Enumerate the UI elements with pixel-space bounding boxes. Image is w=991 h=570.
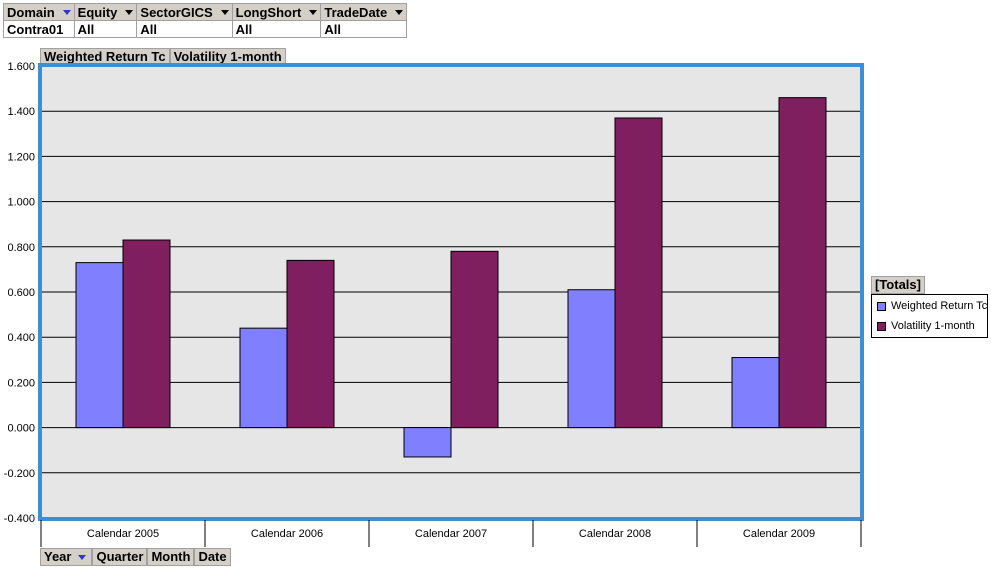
y-tick-label: 1.600 (7, 61, 35, 73)
filter-tradedate-value: All (320, 20, 408, 38)
bar-volatility[interactable] (286, 259, 335, 429)
legend-title[interactable]: [Totals] (871, 276, 925, 294)
legend-swatch-weighted-return (877, 301, 886, 311)
filter-grid: Domain Equity SectorGICS LongShort Trade… (3, 3, 408, 38)
y-tick-label: 0.400 (7, 332, 35, 344)
filter-tradedate-label: TradeDate (324, 4, 388, 20)
dropdown-arrow-icon[interactable] (62, 9, 71, 15)
row-button-year[interactable]: Year (40, 548, 93, 566)
bar-volatility[interactable] (778, 97, 827, 429)
x-tick-label: Calendar 2005 (87, 528, 159, 540)
bar-weighted-return[interactable] (403, 427, 452, 458)
dropdown-arrow-icon[interactable] (78, 554, 87, 560)
bar-weighted-return[interactable] (75, 262, 124, 429)
legend-item-volatility: Volatility 1-month (877, 320, 975, 332)
filter-longshort-value: All (231, 20, 322, 38)
row-button-month[interactable]: Month (147, 548, 195, 566)
legend-item-weighted-return: Weighted Return Tc (877, 300, 987, 312)
legend-swatch-volatility (877, 321, 886, 331)
plot-selection-border (38, 63, 864, 521)
x-tick-label: Calendar 2006 (251, 528, 323, 540)
filter-equity-button[interactable]: Equity (73, 3, 138, 21)
dropdown-arrow-icon[interactable] (309, 9, 318, 15)
dropdown-arrow-icon[interactable] (125, 9, 134, 15)
row-button-year-label: Year (44, 549, 72, 564)
x-tick-label: Calendar 2007 (415, 528, 487, 540)
y-tick-label: 1.200 (7, 151, 35, 163)
y-tick-label: 1.000 (7, 197, 35, 209)
y-tick-label: 1.400 (7, 106, 35, 118)
filter-tradedate-button[interactable]: TradeDate (320, 3, 408, 21)
row-field-buttons: Year Quarter Month Date (40, 548, 231, 566)
dropdown-arrow-icon[interactable] (395, 9, 404, 15)
x-tick-label: Calendar 2008 (579, 528, 651, 540)
bar-volatility[interactable] (614, 117, 663, 429)
filter-sectorgics-button[interactable]: SectorGICS (136, 3, 233, 21)
bar-weighted-return[interactable] (567, 289, 616, 429)
filter-longshort-label: LongShort (235, 4, 302, 20)
x-tick-label: Calendar 2009 (743, 528, 815, 540)
data-field-buttons: Weighted Return Tc Volatility 1-month (40, 48, 286, 66)
row-button-date[interactable]: Date (194, 548, 231, 566)
bar-volatility[interactable] (122, 239, 171, 429)
legend-label-weighted-return: Weighted Return Tc (891, 300, 988, 312)
y-tick-label: -0.400 (4, 513, 35, 525)
filter-equity-value: All (73, 20, 138, 38)
dropdown-arrow-icon[interactable] (220, 9, 229, 15)
legend: Weighted Return Tc Volatility 1-month (871, 294, 988, 338)
bar-weighted-return[interactable] (731, 357, 780, 429)
filter-domain-label: Domain (7, 4, 55, 20)
legend-label-volatility: Volatility 1-month (891, 320, 975, 332)
filter-sectorgics-value: All (136, 20, 233, 38)
bar-volatility[interactable] (450, 250, 499, 429)
y-tick-label: -0.200 (4, 468, 35, 480)
series-button-weighted-return[interactable]: Weighted Return Tc (40, 48, 170, 66)
row-button-quarter[interactable]: Quarter (92, 548, 148, 566)
filter-equity-label: Equity (77, 4, 118, 20)
filter-domain-value: Contra01 (3, 20, 75, 38)
y-tick-label: 0.200 (7, 377, 35, 389)
y-tick-label: 0.000 (7, 423, 35, 435)
bar-weighted-return[interactable] (239, 327, 288, 429)
filter-sectorgics-label: SectorGICS (140, 4, 213, 20)
filter-longshort-button[interactable]: LongShort (231, 3, 322, 21)
y-tick-label: 0.600 (7, 287, 35, 299)
y-tick-label: 0.800 (7, 242, 35, 254)
filter-domain-button[interactable]: Domain (3, 3, 75, 21)
